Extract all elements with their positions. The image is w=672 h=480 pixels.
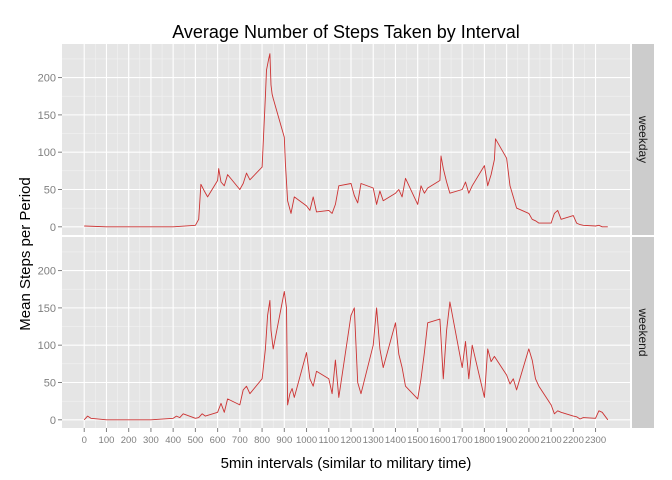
x-tick-label: 900	[276, 435, 292, 446]
facet-label-weekday: weekday	[636, 115, 650, 163]
y-tick-label: 150	[38, 110, 56, 122]
y-tick-label: 0	[50, 222, 56, 234]
x-tick-label: 500	[187, 435, 203, 446]
x-tick-label: 2000	[518, 435, 539, 446]
chart-title: Average Number of Steps Taken by Interva…	[172, 22, 520, 42]
x-tick-label: 700	[232, 435, 248, 446]
x-tick-label: 1400	[385, 435, 406, 446]
facet-strip	[632, 237, 654, 428]
facet-label-weekend: weekend	[636, 307, 650, 356]
panel-weekend: 0 50 100 150 200 weekend	[38, 237, 654, 428]
y-tick-label: 150	[38, 303, 56, 315]
y-tick-label: 50	[44, 377, 56, 389]
x-tick-label: 2300	[585, 435, 606, 446]
y-tick-label: 100	[38, 147, 56, 159]
panel-background	[62, 44, 630, 235]
x-tick-label: 1200	[340, 435, 361, 446]
x-tick-label: 2100	[541, 435, 562, 446]
x-tick-label: 1300	[363, 435, 384, 446]
series-line-weekday	[84, 53, 608, 228]
x-tick-label: 1000	[296, 435, 317, 446]
facet-panels: 0 50 100 150 200 weekday 0 50 100 150 200 weekend 0 1…	[38, 44, 654, 446]
y-tick-label: 200	[38, 73, 56, 85]
x-tick-label: 100	[99, 435, 115, 446]
x-tick-label: 0	[82, 435, 87, 446]
facet-strip	[632, 44, 654, 235]
y-tick-label: 100	[38, 340, 56, 352]
panel-weekday: 0 50 100 150 200 weekday	[38, 44, 654, 235]
series-line-weekend	[83, 291, 609, 421]
x-tick-label: 1800	[474, 435, 495, 446]
x-tick-label: 600	[210, 435, 226, 446]
x-tick-label: 1100	[319, 435, 339, 446]
x-tick-label: 1700	[452, 435, 473, 446]
y-tick-label: 200	[38, 266, 56, 278]
x-tick-label: 400	[165, 435, 181, 446]
x-tick-label: 800	[254, 435, 270, 446]
x-tick-label: 200	[121, 435, 137, 446]
x-tick-label: 1600	[429, 435, 450, 446]
y-tick-label: 0	[50, 415, 56, 427]
y-axis-title: Mean Steps per Period	[17, 177, 34, 330]
y-tick-label: 50	[44, 184, 56, 196]
panel-background	[62, 237, 630, 428]
x-tick-label: 1500	[407, 435, 428, 446]
x-tick-label: 1900	[496, 435, 517, 446]
x-axis-title: 5min intervals (similar to military time…	[221, 455, 472, 472]
x-tick-label: 300	[143, 435, 159, 446]
x-tick-label: 2200	[563, 435, 584, 446]
